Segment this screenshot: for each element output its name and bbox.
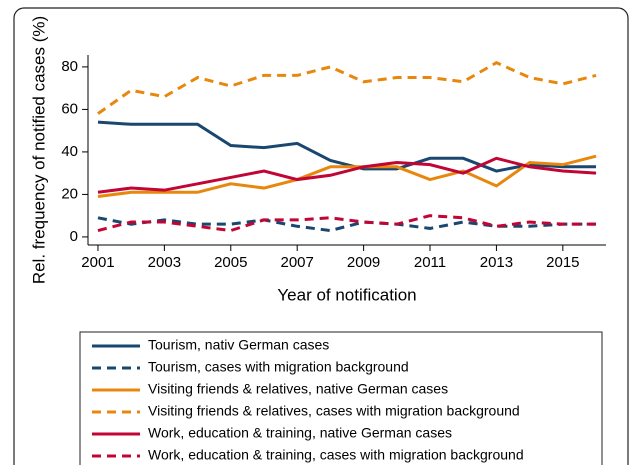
y-tick-label: 20 (61, 185, 78, 202)
y-tick-label: 60 (61, 100, 78, 117)
x-tick-label: 2007 (281, 254, 314, 271)
legend-label: Visiting friends & relatives, cases with… (148, 403, 520, 419)
legend-label: Tourism, cases with migration background (148, 359, 409, 375)
legend-label: Tourism, nativ German cases (148, 337, 329, 353)
x-tick-label: 2013 (480, 254, 513, 271)
x-axis-title: Year of notification (277, 285, 416, 304)
legend-label: Work, education & training, cases with m… (148, 447, 524, 463)
series-line (97, 120, 597, 173)
x-tick-label: 2001 (81, 254, 114, 271)
series-line (97, 214, 597, 233)
x-tick-label: 2009 (347, 254, 380, 271)
legend-label: Work, education & training, native Germa… (148, 425, 452, 441)
y-axis-title: Rel. frequency of notified cases (%) (29, 16, 48, 284)
legend-box (79, 331, 603, 465)
y-tick-label: 40 (61, 143, 78, 160)
legend-label: Visiting friends & relatives, native Ger… (148, 381, 448, 397)
x-tick-label: 2003 (148, 254, 181, 271)
series-line (97, 154, 597, 199)
series-line (97, 156, 597, 194)
y-tick-label: 0 (70, 228, 78, 245)
x-tick-label: 2005 (214, 254, 247, 271)
series-line (97, 60, 597, 115)
y-tick-label: 80 (61, 58, 78, 75)
x-tick-label: 2015 (546, 254, 579, 271)
x-tick-label: 2011 (414, 254, 446, 271)
